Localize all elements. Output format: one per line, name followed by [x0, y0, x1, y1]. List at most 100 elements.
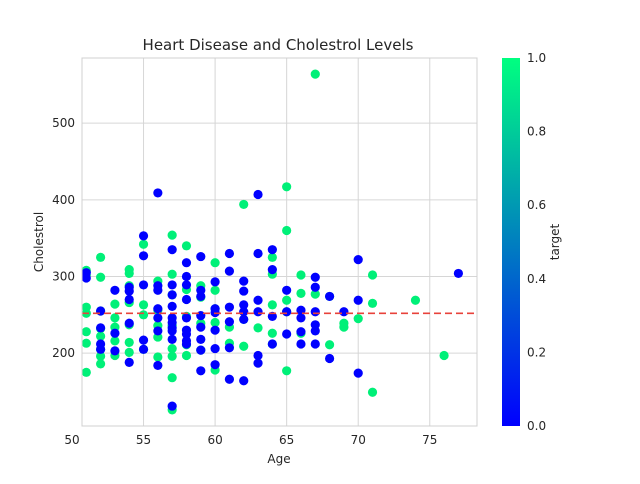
chart-title: Heart Disease and Cholestrol Levels — [143, 36, 414, 54]
data-point — [310, 272, 320, 282]
data-point — [439, 350, 449, 361]
x-tick-label: 70 — [351, 433, 366, 447]
x-tick-label: 60 — [207, 433, 222, 447]
data-point — [167, 269, 177, 279]
data-point — [210, 285, 220, 295]
data-point — [167, 245, 177, 255]
data-point — [353, 295, 363, 305]
data-point — [167, 334, 177, 344]
data-point — [282, 329, 292, 339]
colorbar-ticks: 0.0 0.2 0.4 0.6 0.8 1.0 — [527, 51, 546, 433]
data-point — [282, 295, 292, 305]
data-point — [138, 251, 149, 261]
data-point — [181, 350, 192, 361]
data-point — [96, 344, 106, 354]
data-point — [153, 360, 163, 371]
y-tick-label: 500 — [52, 116, 75, 130]
data-point — [96, 359, 106, 369]
data-point — [96, 331, 106, 341]
data-point — [110, 346, 120, 356]
data-point — [81, 367, 91, 377]
data-point — [339, 322, 349, 332]
data-point — [196, 291, 206, 302]
data-point — [96, 351, 106, 361]
data-point — [196, 251, 206, 262]
data-point — [196, 345, 206, 355]
data-point — [224, 317, 235, 327]
data-point — [267, 265, 277, 275]
data-point — [296, 327, 306, 337]
data-point — [210, 317, 220, 328]
y-tick-label: 300 — [52, 270, 75, 284]
y-tick-label: 200 — [52, 346, 75, 360]
y-axis-ticks: 200 300 400 500 — [52, 116, 75, 360]
data-point — [124, 347, 134, 357]
data-point — [253, 295, 263, 305]
data-point — [167, 230, 177, 240]
data-point — [367, 270, 378, 280]
data-point — [296, 339, 306, 349]
data-point — [296, 270, 306, 280]
data-point — [167, 351, 177, 361]
data-point — [224, 374, 235, 384]
data-point — [81, 273, 91, 283]
data-point — [167, 290, 177, 300]
data-point — [167, 343, 177, 354]
colorbar-gradient — [502, 58, 520, 426]
data-point — [124, 337, 134, 348]
data-point — [339, 307, 349, 317]
data-point — [110, 328, 120, 338]
data-point — [453, 268, 463, 279]
colorbar-label: target — [548, 223, 562, 260]
data-point — [324, 291, 335, 302]
data-point — [324, 353, 335, 364]
data-point — [282, 285, 292, 295]
colorbar-tick-label: 0.4 — [527, 272, 546, 286]
data-point — [353, 314, 363, 324]
data-point — [253, 323, 263, 333]
data-point — [282, 225, 292, 236]
data-point — [310, 69, 320, 79]
data-point — [167, 373, 177, 383]
data-point — [210, 277, 220, 287]
data-point — [310, 326, 320, 336]
data-point — [239, 286, 249, 296]
colorbar-tick-label: 0.8 — [527, 125, 546, 139]
data-point — [110, 336, 120, 346]
data-point — [239, 199, 249, 210]
data-point — [282, 307, 292, 317]
data-point — [224, 266, 235, 276]
plot-frame — [81, 57, 478, 427]
data-point — [210, 325, 220, 335]
data-point — [181, 280, 192, 290]
data-point — [124, 294, 134, 305]
data-point — [196, 334, 206, 344]
data-point — [138, 335, 149, 345]
data-point — [224, 343, 235, 353]
data-point — [153, 304, 163, 314]
data-point — [282, 366, 292, 376]
data-point — [124, 286, 134, 296]
colorbar-tick-label: 0.2 — [527, 345, 546, 359]
data-point — [253, 307, 263, 317]
data-point — [181, 329, 192, 339]
data-point — [210, 343, 220, 354]
data-point — [124, 357, 134, 367]
data-point — [310, 289, 320, 299]
data-point — [353, 255, 363, 265]
x-tick-label: 65 — [279, 433, 294, 447]
data-point — [96, 306, 106, 316]
data-point — [138, 300, 149, 310]
data-point — [253, 189, 263, 200]
data-point — [153, 188, 163, 198]
y-axis-label: Cholestrol — [32, 212, 46, 272]
colorbar-tick-label: 0.0 — [527, 419, 546, 433]
data-point — [181, 294, 192, 305]
data-point — [267, 245, 277, 255]
data-point — [267, 339, 277, 349]
data-point — [138, 344, 149, 354]
data-point — [310, 282, 320, 292]
data-point — [324, 340, 335, 350]
data-point — [310, 339, 320, 349]
